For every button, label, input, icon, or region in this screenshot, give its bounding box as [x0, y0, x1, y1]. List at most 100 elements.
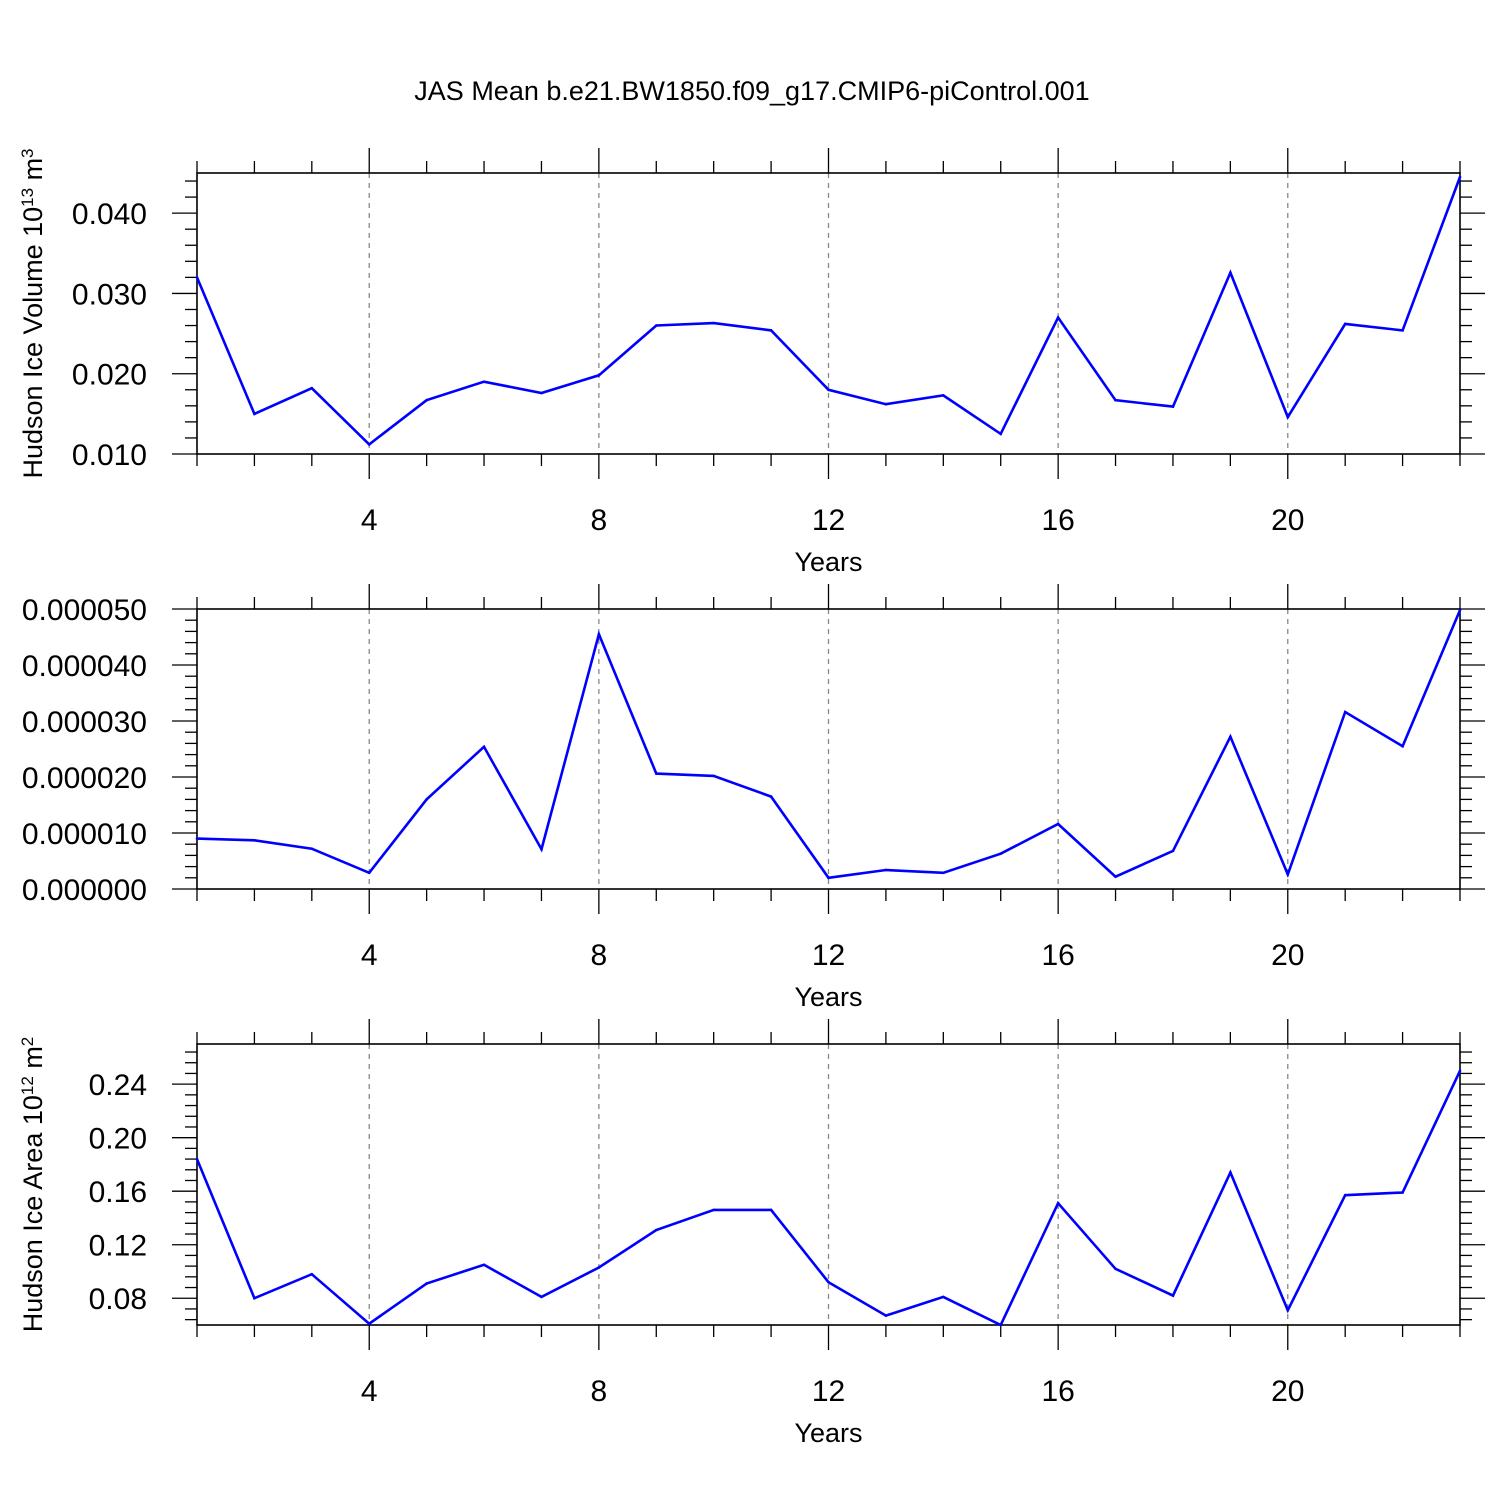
data-point — [425, 398, 428, 402]
y-tick-label: 0.08 — [89, 1283, 147, 1316]
x-tick-label: 8 — [591, 1375, 608, 1408]
data-point — [884, 402, 888, 406]
data-point — [1343, 710, 1347, 714]
data-point — [1458, 608, 1462, 612]
data-point — [597, 632, 601, 636]
data-point — [999, 432, 1003, 436]
data-point — [827, 876, 830, 880]
data-point — [597, 374, 601, 377]
x-tick-label: 12 — [812, 939, 845, 972]
y-tick-label: 0.000030 — [22, 706, 147, 739]
x-tick-label: 4 — [361, 504, 378, 537]
data-point — [942, 871, 945, 875]
data-point — [712, 774, 715, 778]
data-point — [310, 386, 314, 390]
x-tick-label: 12 — [812, 504, 845, 537]
x-tick-label: 4 — [361, 939, 378, 972]
x-tick-label: 8 — [591, 504, 608, 537]
data-point — [1171, 849, 1175, 853]
data-point — [769, 1208, 773, 1212]
data-point — [540, 391, 543, 395]
data-point — [1343, 322, 1347, 326]
data-point — [425, 1282, 428, 1285]
y-tick-label: 0.16 — [89, 1176, 147, 1209]
x-axis-label: Years — [794, 547, 862, 577]
x-tick-label: 16 — [1041, 504, 1074, 537]
data-point — [1286, 873, 1290, 876]
y-tick-label: 0.040 — [72, 198, 147, 231]
data-point — [827, 1280, 830, 1284]
data-point — [942, 1295, 945, 1299]
y-tick-label: 0.000020 — [22, 762, 147, 795]
y-tick-label: 0.000010 — [22, 818, 147, 851]
x-tick-label: 8 — [591, 939, 608, 972]
y-tick-label: 0.20 — [89, 1123, 147, 1156]
y-tick-label: 0.24 — [89, 1069, 147, 1102]
panel-middle-series: 4 8 12 16 20 Years 0.000000 0.000010 0.000020 0.0… — [22, 584, 1485, 1012]
data-point — [1401, 1191, 1404, 1194]
data-point — [1401, 329, 1404, 332]
data-point — [1171, 405, 1175, 408]
y-tick-label: 0.000050 — [22, 594, 147, 627]
data-point — [654, 772, 658, 775]
y-tick-label: 0.010 — [72, 439, 147, 472]
data-point — [253, 1296, 256, 1300]
data-point — [712, 321, 715, 325]
data-point — [1056, 316, 1060, 319]
data-point — [999, 852, 1003, 856]
x-tick-label: 20 — [1271, 1375, 1304, 1408]
data-point — [253, 838, 256, 842]
data-point — [195, 1157, 199, 1161]
data-point — [1229, 1171, 1232, 1174]
chart-title: JAS Mean b.e21.BW1850.f09_g17.CMIP6-piCo… — [414, 76, 1089, 106]
data-point — [195, 276, 199, 279]
data-point — [597, 1266, 601, 1269]
data-point — [1229, 735, 1232, 738]
data-point — [769, 329, 773, 332]
data-point — [654, 1228, 658, 1232]
y-axis-label: Hudson Ice Volume 1013 m3 — [18, 148, 49, 478]
data-point — [367, 1322, 371, 1325]
data-point — [482, 1263, 486, 1267]
x-tick-label: 20 — [1271, 504, 1304, 537]
data-point — [1056, 1201, 1060, 1205]
data-point — [540, 847, 543, 851]
data-point — [367, 443, 371, 446]
data-point — [1458, 175, 1462, 179]
data-point — [195, 837, 199, 840]
data-point — [884, 868, 888, 872]
panel-ice-volume: 4 8 12 16 20 Years 0.010 0.020 0.030 0.040 Hudson … — [18, 148, 1485, 577]
x-tick-label: 4 — [361, 1375, 378, 1408]
data-point — [1056, 822, 1060, 826]
data-point — [1343, 1193, 1347, 1197]
x-tick-label: 12 — [812, 1375, 845, 1408]
panel-ice-area: 4 8 12 16 20 Years 0.08 0.12 0.16 0.20 0.24 Hudson … — [18, 1019, 1485, 1448]
data-point — [482, 380, 486, 384]
data-point — [827, 388, 830, 392]
y-tick-label: 0.000040 — [22, 650, 147, 683]
y-tick-label: 0.000000 — [22, 874, 147, 907]
data-point — [425, 798, 428, 801]
x-tick-label: 16 — [1041, 1375, 1074, 1408]
data-point — [1114, 398, 1117, 402]
x-tick-label: 20 — [1271, 939, 1304, 972]
y-tick-label: 0.030 — [72, 278, 147, 311]
data-point — [1114, 1267, 1117, 1271]
data-point — [540, 1295, 543, 1299]
y-tick-label: 0.020 — [72, 359, 147, 392]
data-point — [884, 1314, 888, 1317]
data-point — [1286, 415, 1290, 419]
data-point — [654, 324, 658, 327]
data-point — [310, 847, 314, 850]
data-point — [367, 871, 371, 875]
data-point — [310, 1272, 314, 1276]
data-point — [1401, 744, 1404, 748]
data-point — [1286, 1308, 1290, 1312]
x-axis-label: Years — [794, 982, 862, 1012]
data-point — [942, 394, 945, 397]
data-point — [712, 1208, 715, 1212]
x-tick-label: 16 — [1041, 939, 1074, 972]
data-point — [482, 745, 486, 749]
data-point — [253, 412, 256, 416]
